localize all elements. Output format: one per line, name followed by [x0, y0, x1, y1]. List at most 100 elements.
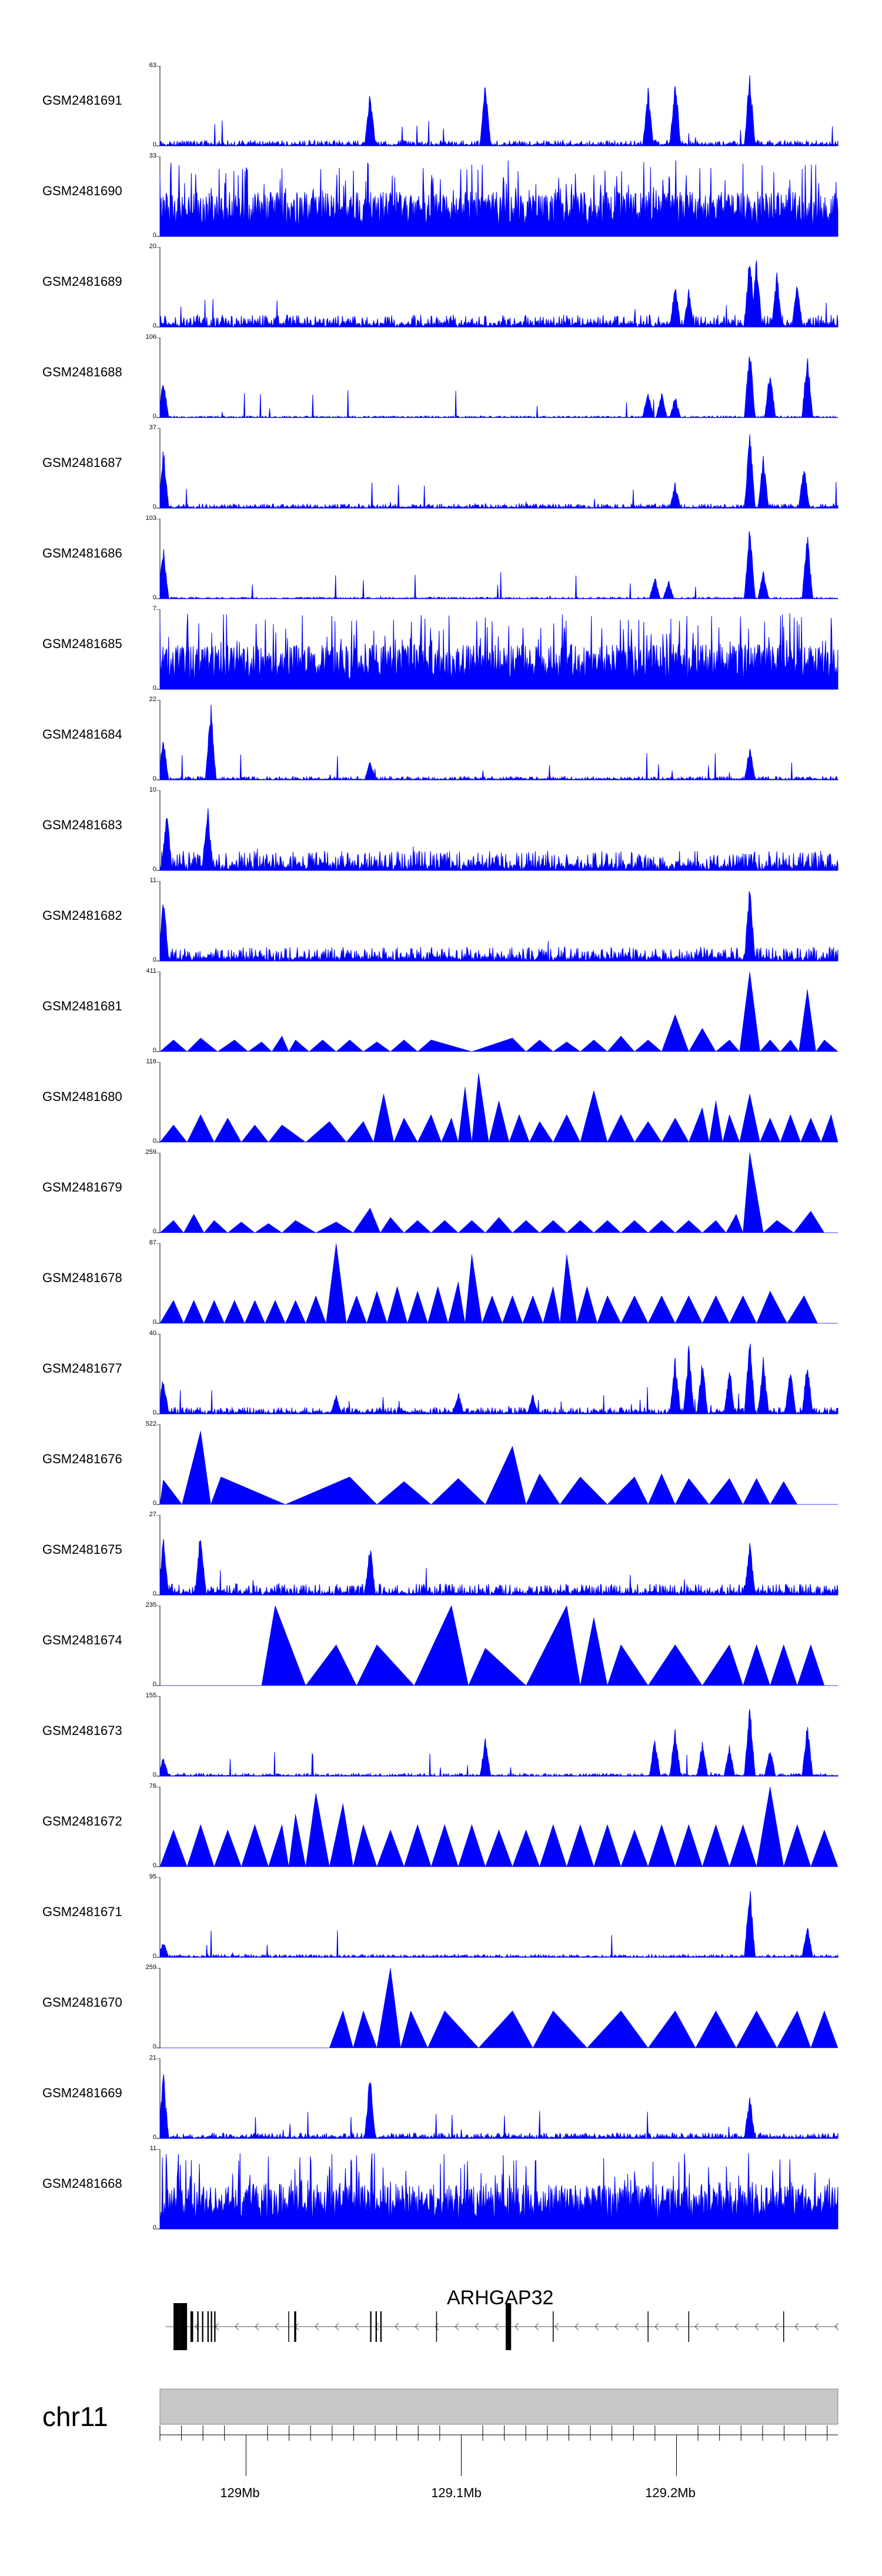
track-plot-gsm2481685: [156, 609, 838, 690]
y-axis: [156, 1696, 161, 1777]
track-plot-gsm2481687: [156, 428, 838, 509]
y-zero-label: 0: [152, 1500, 156, 1507]
track-plot-gsm2481679: [156, 1153, 838, 1233]
y-max-label: 235: [145, 1601, 156, 1609]
y-zero-label: 0: [152, 2224, 156, 2231]
signal-area: [159, 2153, 838, 2230]
y-max-label: 116: [146, 1058, 156, 1065]
y-zero-label: 0: [152, 1137, 156, 1144]
exon-block: [380, 2311, 382, 2342]
track-plot-gsm2481680: [156, 1062, 838, 1143]
y-max-label: 37: [149, 424, 156, 431]
track-label-gsm2481687: GSM2481687: [42, 455, 122, 470]
y-max-label: 33: [149, 152, 156, 159]
strand-chevron: [415, 2323, 419, 2331]
y-zero-label: 0: [152, 322, 156, 329]
exon-block: [173, 2303, 181, 2350]
y-axis: [156, 1243, 161, 1324]
y-axis: [156, 1334, 161, 1414]
signal-area: [159, 705, 838, 781]
y-zero-label: 0: [152, 1319, 156, 1326]
strand-chevron: [834, 2323, 839, 2331]
track-label-gsm2481674: GSM2481674: [42, 1633, 122, 1647]
y-max-label: 22: [149, 696, 156, 703]
y-zero-label: 0: [152, 503, 156, 510]
y-zero-label: 0: [152, 866, 156, 873]
signal-area: [159, 1073, 838, 1143]
signal-area: [159, 1343, 838, 1415]
y-axis: [156, 881, 161, 962]
y-zero-label: 0: [152, 2043, 156, 2050]
y-max-label: 522: [145, 1420, 156, 1427]
strand-chevron: [594, 2323, 599, 2331]
signal-area: [159, 434, 838, 509]
y-max-label: 11: [149, 877, 156, 884]
y-max-label: 63: [149, 62, 156, 69]
y-zero-label: 0: [152, 141, 156, 148]
exon-block: [207, 2311, 209, 2342]
track-label-gsm2481678: GSM2481678: [42, 1270, 122, 1285]
y-max-label: 76: [149, 1783, 156, 1790]
strand-chevron: [694, 2323, 699, 2331]
strand-chevron: [455, 2323, 459, 2331]
exon-block: [375, 2311, 377, 2342]
signal-area: [159, 260, 838, 328]
x-tick-label-129mb: 129Mb: [220, 2485, 260, 2500]
y-max-label: 106: [145, 333, 156, 341]
exon-block: [190, 2311, 193, 2342]
strand-chevron: [674, 2323, 679, 2331]
track-plot-gsm2481689: [156, 247, 838, 328]
strand-chevron: [814, 2323, 819, 2331]
signal-area: [159, 160, 838, 237]
signal-area: [159, 356, 838, 419]
track-plot-gsm2481671: [156, 1877, 838, 1958]
y-zero-label: 0: [152, 232, 156, 239]
signal-area: [159, 2074, 838, 2140]
y-zero-label: 0: [152, 1590, 156, 1597]
track-label-gsm2481689: GSM2481689: [42, 274, 122, 289]
y-axis: [156, 247, 161, 328]
y-max-label: 103: [145, 515, 156, 522]
y-max-label: 259: [145, 1149, 156, 1156]
track-label-gsm2481681: GSM2481681: [42, 999, 122, 1013]
strand-chevron: [774, 2323, 779, 2331]
y-zero-label: 0: [152, 1047, 156, 1054]
y-max-label: 21: [149, 2054, 156, 2061]
track-plot-gsm2481682: [156, 881, 838, 962]
track-label-gsm2481668: GSM2481668: [42, 2176, 122, 2191]
track-label-gsm2481672: GSM2481672: [42, 1814, 122, 1828]
y-zero-label: 0: [152, 1862, 156, 1869]
y-max-label: 20: [149, 243, 156, 250]
strand-chevron: [654, 2323, 659, 2331]
strand-chevron: [554, 2323, 559, 2331]
strand-chevron: [335, 2323, 339, 2331]
y-max-label: 11: [149, 2145, 156, 2152]
track-plot-gsm2481668: [156, 2149, 838, 2230]
gene-name-label: ARHGAP32: [447, 2287, 554, 2309]
y-max-label: 411: [146, 967, 156, 975]
y-axis: [156, 1968, 161, 2048]
y-zero-label: 0: [152, 775, 156, 782]
y-axis: [156, 790, 161, 871]
strand-chevron: [794, 2323, 799, 2331]
track-plot-gsm2481676: [156, 1424, 838, 1505]
y-axis: [156, 1424, 161, 1505]
y-max-label: 259: [145, 1964, 156, 1971]
signal-area: [159, 1539, 838, 1596]
x-tick-label-129-2mb: 129.2Mb: [645, 2485, 696, 2500]
track-label-gsm2481682: GSM2481682: [42, 908, 122, 923]
signal-area: [159, 1891, 838, 1958]
y-max-label: 95: [149, 1873, 156, 1880]
track-label-gsm2481690: GSM2481690: [42, 183, 122, 198]
track-label-gsm2481676: GSM2481676: [42, 1451, 122, 1466]
strand-chevron: [475, 2323, 479, 2331]
y-max-label: 7: [152, 605, 156, 612]
track-plot-gsm2481683: [156, 790, 838, 872]
strand-chevron: [255, 2323, 259, 2331]
exon-block: [180, 2303, 188, 2350]
y-zero-label: 0: [152, 1953, 156, 1960]
y-zero-label: 0: [152, 1228, 156, 1235]
y-axis: [156, 1606, 161, 1686]
y-axis: [156, 66, 161, 146]
x-tick-label-129-1mb: 129.1Mb: [431, 2485, 482, 2500]
